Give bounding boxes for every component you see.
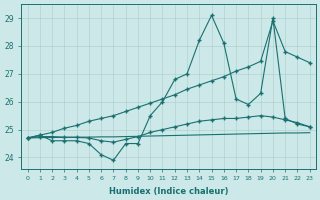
X-axis label: Humidex (Indice chaleur): Humidex (Indice chaleur) xyxy=(109,187,228,196)
